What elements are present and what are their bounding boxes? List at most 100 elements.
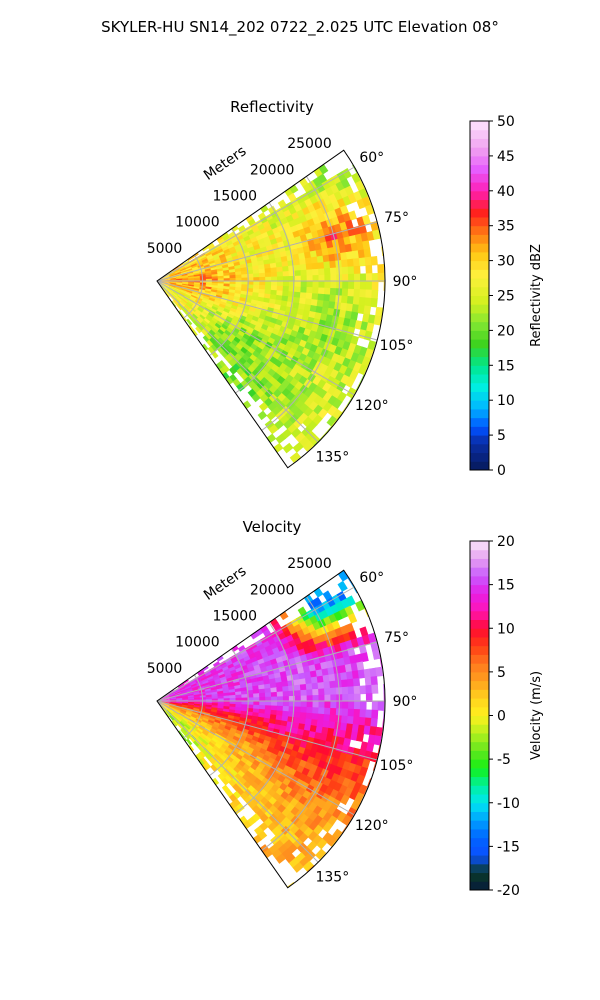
field-cell (282, 285, 290, 292)
field-cell (294, 281, 302, 288)
field-cell (364, 717, 372, 727)
angle-tick-label: 90° (393, 274, 418, 290)
colorbar-swatch (470, 173, 489, 183)
field-cell (318, 281, 326, 289)
colorbar-swatch (470, 828, 489, 839)
colorbar-swatch (470, 837, 489, 847)
field-cell (364, 676, 372, 686)
field-cell (383, 281, 385, 292)
field-cell (312, 701, 320, 709)
colorbar-tick-label: 0 (497, 709, 506, 725)
colorbar-swatch (470, 593, 489, 603)
azimuth-line (157, 166, 355, 282)
colorbar-swatch (470, 417, 489, 427)
colorbar-swatch (470, 541, 489, 551)
field-cell (358, 257, 367, 267)
colorbar-swatch (470, 628, 489, 638)
field-cell (300, 269, 308, 277)
colorbar-swatch (470, 435, 489, 445)
field-cell (347, 708, 355, 718)
field-cell (195, 326, 202, 334)
field-cell (299, 258, 307, 266)
field-cell (356, 732, 365, 743)
colorbar-swatch (470, 391, 489, 401)
colorbar-swatch (470, 785, 489, 795)
field-cell (279, 611, 289, 621)
field-cell (311, 713, 319, 721)
colorbar-swatch (470, 715, 489, 725)
colorbar-swatch (470, 243, 489, 253)
field-cell (300, 286, 308, 294)
field-cell (312, 287, 320, 295)
field-cell (371, 289, 379, 300)
velocity-frame (156, 569, 386, 889)
field-cell (370, 256, 378, 266)
field-cell (305, 292, 313, 300)
angle-tick-label: 75° (384, 210, 409, 226)
field-cell (264, 267, 272, 274)
colorbar-swatch (470, 863, 489, 874)
field-cell (329, 707, 337, 716)
field-cell (306, 269, 314, 277)
colorbar-swatch (470, 767, 489, 778)
field-cell (371, 701, 379, 711)
field-cell (324, 687, 331, 696)
field-cell (363, 248, 372, 258)
field-cell (311, 682, 319, 690)
field-cell (294, 270, 302, 277)
field-cell (313, 587, 324, 598)
field-cell (359, 281, 367, 291)
field-cell (352, 716, 361, 726)
colorbar-swatch (470, 671, 489, 682)
field-cell (342, 701, 349, 710)
velocity-radial-label: Meters (201, 563, 249, 604)
colorbar-tick-label: 45 (497, 149, 515, 165)
field-cell (310, 676, 319, 684)
colorbar-swatch (470, 190, 489, 201)
field-cell (352, 677, 361, 687)
field-cell (370, 676, 378, 686)
field-cell (282, 442, 294, 454)
colorbar-swatch (470, 286, 489, 296)
field-cell (292, 862, 304, 873)
field-cell (311, 293, 319, 301)
field-cell (318, 707, 325, 715)
velocity-colorbar: -20 -15 -10 -5 0 5 10 15 20 Velocity (m/s) (469, 534, 544, 899)
field-cell (365, 709, 373, 719)
colorbar-swatch (470, 724, 489, 734)
field-cell (253, 701, 260, 706)
colorbar-tick-label: -15 (497, 839, 520, 855)
colorbar-tick-label: 20 (497, 534, 515, 550)
colorbar-swatch (470, 260, 489, 270)
field-cell (294, 690, 302, 697)
field-cell (353, 265, 361, 275)
colorbar-swatch (470, 881, 489, 891)
colorbar-swatch (470, 339, 489, 349)
colorbar-swatch (470, 759, 489, 769)
field-cell (329, 687, 337, 696)
colorbar-swatch (470, 138, 489, 148)
field-cell (294, 286, 302, 293)
field-cell (347, 678, 355, 688)
colorbar-swatch (470, 750, 489, 760)
radial-tick-label: 25000 (287, 136, 332, 152)
radial-tick-label: 10000 (175, 635, 220, 651)
azimuth-line (157, 280, 319, 443)
field-cell (282, 705, 290, 712)
colorbar-swatch (470, 610, 489, 621)
field-cell (318, 701, 326, 709)
colorbar-swatch (470, 846, 489, 856)
colorbar-swatch (470, 680, 489, 690)
field-cell (235, 274, 243, 279)
field-cell (365, 289, 373, 299)
field-cell (377, 264, 385, 274)
field-cell (176, 304, 183, 311)
field-cell (324, 281, 332, 289)
colorbar-tick-label: 10 (497, 393, 515, 409)
field-cell (241, 694, 249, 699)
field-cell (316, 675, 325, 684)
field-cell (306, 286, 314, 294)
field-cell (306, 706, 314, 714)
field-cell (276, 701, 284, 707)
colorbar-swatch (470, 663, 489, 673)
